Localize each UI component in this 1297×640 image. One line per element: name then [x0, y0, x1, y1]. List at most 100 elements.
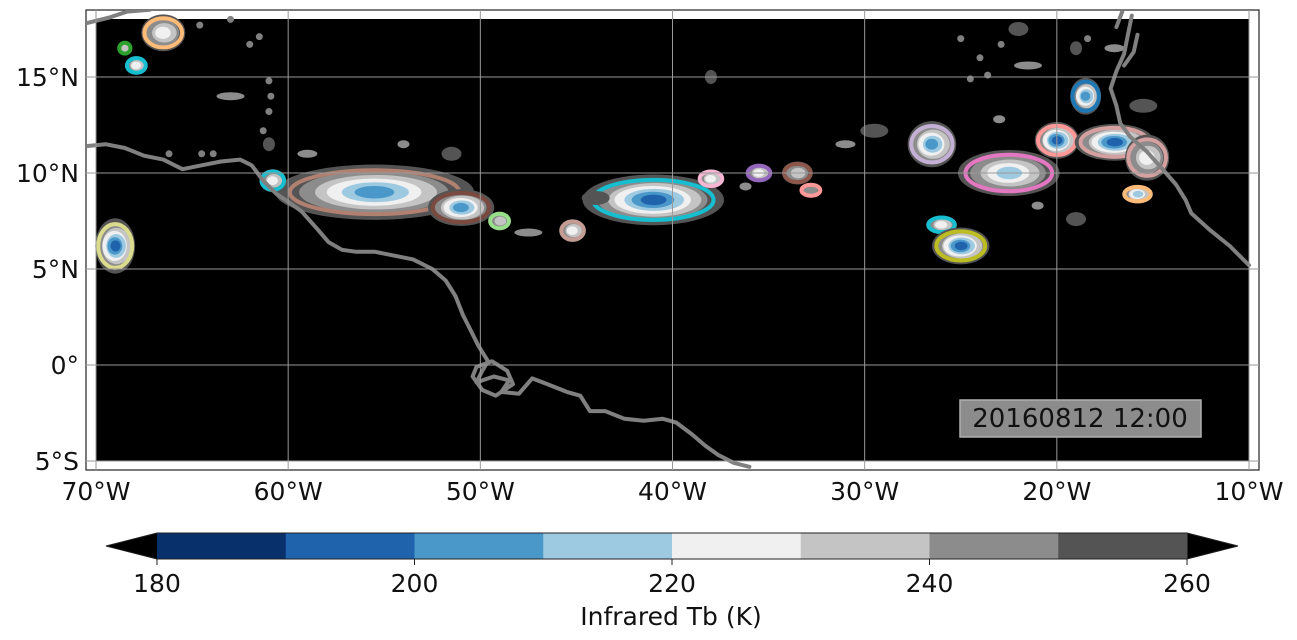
warm-cloud-patch — [1070, 41, 1083, 56]
cloud-outline — [559, 219, 586, 242]
cloud-contour-210 — [1080, 91, 1091, 101]
warm-cloud-patch — [835, 140, 856, 149]
cloud-outline — [934, 229, 988, 263]
cloud-system — [559, 219, 586, 243]
warm-cloud-patch — [297, 149, 318, 158]
cloud-outline — [430, 190, 492, 225]
island — [255, 33, 263, 41]
colorbar-segment — [543, 533, 673, 559]
island — [196, 21, 204, 29]
island — [984, 71, 992, 79]
cloud-system — [799, 182, 823, 198]
cloud-system — [697, 169, 725, 189]
cloud-system — [926, 215, 958, 235]
coastline — [470, 359, 515, 398]
warm-cloud-patch — [1014, 61, 1043, 70]
island — [198, 150, 206, 158]
gridlines — [86, 10, 1259, 470]
lon-tick-label: 50°W — [446, 477, 515, 506]
colorbar-tick-label: 240 — [906, 569, 954, 598]
lon-tick-label: 20°W — [1022, 477, 1091, 506]
cloud-contour-200 — [1106, 138, 1123, 147]
cloud-contour-230 — [131, 61, 141, 70]
coastline-layer — [86, 10, 1251, 469]
island — [246, 40, 254, 48]
colorbar-segment — [800, 533, 930, 559]
coastline — [1114, 10, 1125, 30]
cloud-outline — [124, 56, 148, 75]
warm-cloud-patch — [1066, 212, 1087, 227]
cloud-system — [932, 227, 990, 265]
cloud-contour-240 — [494, 216, 507, 226]
colorbar-segment — [157, 533, 287, 559]
coastline — [86, 10, 152, 26]
cloud-outline — [1126, 137, 1168, 178]
warm-cloud-patch — [441, 146, 462, 161]
cloud-outline — [926, 215, 957, 235]
cloud-outline — [142, 16, 185, 50]
cloud-outline — [1122, 184, 1153, 204]
warm-cloud-patch — [1031, 201, 1044, 210]
island — [966, 75, 974, 83]
island — [267, 92, 275, 100]
warm-cloud-patch — [739, 182, 752, 191]
lat-tick-label: 15°N — [16, 63, 79, 92]
latitude-tick-labels: 15°N 10°N 5°N 0° 5°S — [16, 63, 79, 476]
cloud-system — [141, 14, 186, 52]
cloud-contour-210 — [452, 202, 469, 213]
colorbar-tick-label: 200 — [391, 569, 439, 598]
island — [997, 40, 1005, 48]
island — [1084, 35, 1092, 43]
cloud-system — [95, 218, 136, 274]
warm-cloud-patch — [262, 137, 275, 152]
lon-tick-label: 30°W — [830, 477, 899, 506]
lon-tick-label: 70°W — [61, 477, 130, 506]
timestamp-box: 20160812 12:00 — [959, 399, 1202, 438]
warm-cloud-patch — [1104, 44, 1125, 53]
cloud-contour-200 — [110, 240, 121, 252]
island — [976, 54, 984, 62]
cloud-system — [1122, 184, 1154, 204]
island — [957, 35, 965, 43]
colorbar-segment — [414, 533, 544, 559]
island — [265, 77, 273, 85]
colorbar-tick-label: 180 — [133, 569, 181, 598]
colorbar-segment — [1058, 533, 1188, 559]
warm-cloud-patch — [860, 123, 889, 138]
cloud-system — [582, 174, 725, 226]
island — [227, 15, 235, 23]
cloud-system — [488, 211, 511, 231]
island — [165, 150, 173, 158]
cloud-contour-200 — [954, 241, 968, 251]
colorbar-extend-high — [1187, 533, 1238, 559]
cloud-system — [1125, 134, 1170, 181]
colorbar-segment — [285, 533, 415, 559]
lat-tick-label: 5°S — [35, 447, 79, 476]
cloud-outline — [117, 40, 133, 56]
coastline — [86, 142, 752, 469]
colorbar-tick-label: 220 — [648, 569, 696, 598]
island — [259, 127, 267, 135]
cloud-contour-250 — [802, 185, 818, 196]
cloud-contour-230 — [566, 226, 578, 236]
cloud-contour-210 — [925, 138, 939, 150]
lat-tick-label: 10°N — [16, 159, 79, 188]
cloud-system — [1070, 77, 1102, 115]
cloud-contour-240 — [121, 44, 130, 52]
lat-tick-label: 5°N — [32, 255, 79, 284]
cloud-contour-230 — [155, 26, 171, 39]
cloud-outline — [697, 169, 725, 189]
cloud-system — [117, 40, 133, 56]
lon-tick-label: 10°W — [1214, 477, 1283, 506]
warm-cloud-patch — [1008, 22, 1029, 36]
island — [265, 108, 273, 116]
cloud-contour-200 — [640, 194, 667, 206]
island — [209, 150, 217, 158]
colorbar-tick-label: 260 — [1163, 569, 1211, 598]
colorbar-extend-low — [106, 533, 157, 559]
coastline — [1108, 13, 1251, 268]
cloud-contour-230 — [705, 174, 717, 183]
warm-cloud-patch — [993, 115, 1006, 124]
timestamp-text: 20160812 12:00 — [972, 404, 1188, 434]
